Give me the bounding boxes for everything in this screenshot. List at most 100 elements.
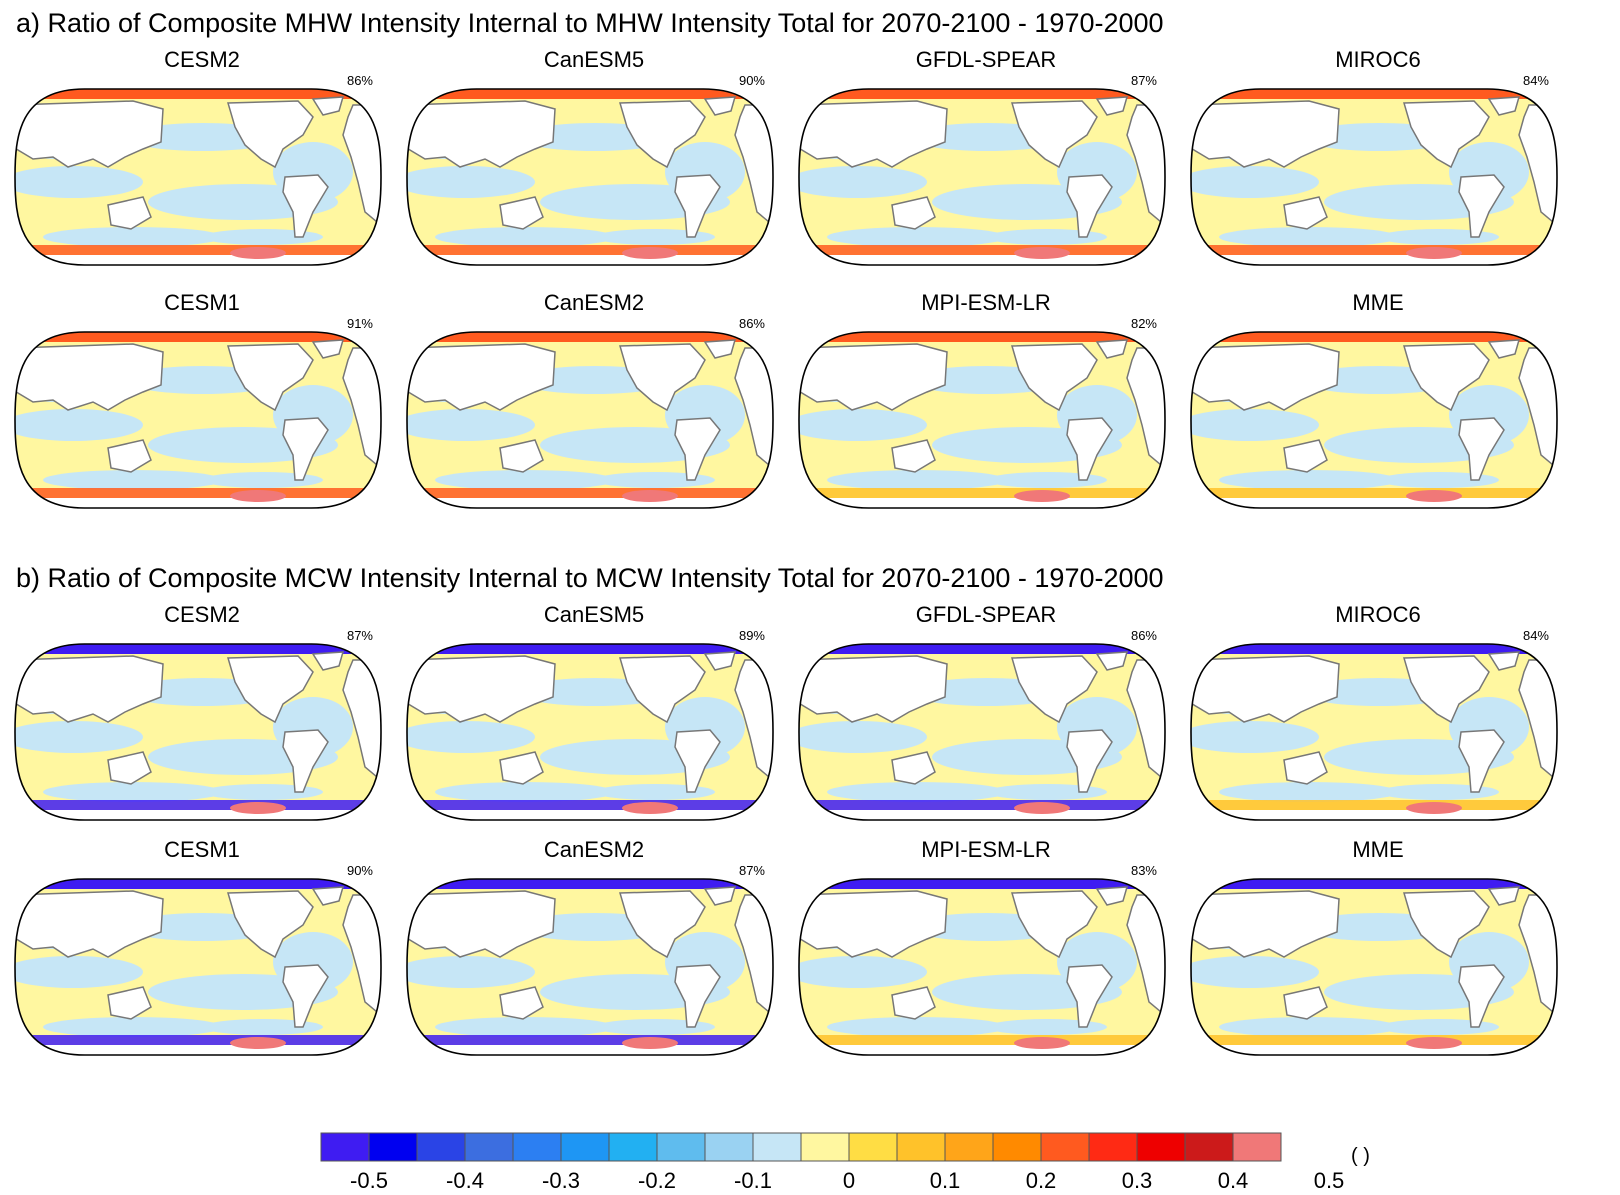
continent-australia: [499, 196, 544, 230]
continent-europe-africa: [342, 894, 381, 1019]
ocean-anomaly-patch: [595, 1019, 715, 1035]
ocean-anomaly-patch: [14, 409, 143, 441]
arctic-band: [14, 879, 381, 889]
colorbar-tick-label: -0.1: [734, 1168, 772, 1193]
arctic-band: [406, 332, 773, 342]
continent-north-america: [1403, 343, 1490, 412]
colorbar-swatch: [512, 1132, 562, 1162]
ice-shelf-anomaly: [622, 490, 678, 502]
southern-ocean-band: [406, 488, 773, 498]
map-border: [1190, 878, 1558, 1056]
ocean-anomaly-patch: [798, 166, 927, 198]
continent-europe-africa: [342, 347, 381, 472]
continent-australia: [1283, 196, 1328, 230]
ocean-anomaly-patch: [827, 470, 1007, 490]
continent-south-america: [1066, 174, 1113, 238]
world-map: [406, 878, 774, 1056]
world-map: [798, 878, 1166, 1056]
ocean-anomaly-patch: [987, 784, 1107, 800]
continent-north-america: [619, 100, 706, 169]
colorbar-swatch: [608, 1132, 658, 1162]
continent-greenland: [1095, 886, 1129, 906]
colorbar-swatch: [1040, 1132, 1090, 1162]
world-map: [1190, 331, 1558, 509]
antarctica: [406, 498, 773, 508]
panel-model-name: CanESM2: [543, 837, 645, 862]
panel-percentage: 89%: [738, 628, 765, 643]
panel-model-name: CanESM5: [543, 47, 645, 72]
colorbar-swatch: [560, 1132, 610, 1162]
continent-greenland: [1487, 339, 1521, 359]
panel-model-name: CESM2: [164, 602, 240, 627]
continent-australia: [891, 986, 936, 1020]
antarctica: [1190, 255, 1557, 265]
ocean-anomaly-patch: [987, 229, 1107, 245]
continent-south-america: [1458, 174, 1505, 238]
map-border: [406, 331, 774, 509]
map-border: [798, 643, 1166, 821]
ice-shelf-anomaly: [1406, 247, 1462, 259]
continent-south-america: [674, 729, 721, 793]
colorbar-swatch: [464, 1132, 514, 1162]
continent-europe-africa: [1518, 659, 1557, 784]
ocean-anomaly-patch: [1219, 1017, 1399, 1037]
ocean-anomaly-patch: [827, 782, 1007, 802]
colorbar-tick-label: 0: [842, 1168, 856, 1193]
ocean-anomaly-patch: [14, 166, 143, 198]
southern-ocean-band: [406, 245, 773, 255]
map-border: [14, 88, 382, 266]
continent-greenland: [311, 651, 345, 671]
world-map: [406, 643, 774, 821]
continent-europe-africa: [1126, 659, 1165, 784]
ocean-anomaly-patch: [1190, 409, 1319, 441]
continent-europe-africa: [734, 347, 773, 472]
colorbar-swatch: [1136, 1132, 1186, 1162]
colorbar-swatch: [944, 1132, 994, 1162]
colorbar-tick-label: -0.4: [446, 1168, 484, 1193]
continent-south-america: [1458, 417, 1505, 481]
ocean-anomaly-patch: [798, 409, 927, 441]
ice-shelf-anomaly: [622, 1037, 678, 1049]
continent-australia: [1283, 986, 1328, 1020]
panel-model-name: MPI-ESM-LR: [921, 837, 1051, 862]
arctic-band: [406, 89, 773, 99]
continent-south-america: [1458, 729, 1505, 793]
arctic-band: [798, 332, 1165, 342]
colorbar-swatch: [704, 1132, 754, 1162]
arctic-band: [1190, 89, 1557, 99]
southern-ocean-band: [798, 1035, 1165, 1045]
colorbar-swatch: [752, 1132, 802, 1162]
panel-model-name: MIROC6: [1335, 47, 1421, 72]
ocean-anomaly-patch: [406, 956, 535, 988]
world-map: [798, 643, 1166, 821]
ice-shelf-anomaly: [1406, 1037, 1462, 1049]
map-panel: MIROC6 84%: [1187, 602, 1569, 827]
colorbar-swatch: [1088, 1132, 1138, 1162]
map-border: [14, 643, 382, 821]
world-map: [1190, 643, 1558, 821]
ice-shelf-anomaly: [622, 247, 678, 259]
continent-greenland: [1095, 651, 1129, 671]
map-panel: CESM1 91%: [11, 290, 393, 515]
antarctica: [406, 1045, 773, 1055]
continent-australia: [1283, 439, 1328, 473]
colorbar-tick-label: 0.2: [1025, 1168, 1057, 1193]
ice-shelf-anomaly: [1014, 1037, 1070, 1049]
continent-north-america: [1011, 343, 1098, 412]
map-border: [798, 88, 1166, 266]
panel-model-name: MIROC6: [1335, 602, 1421, 627]
arctic-band: [14, 89, 381, 99]
world-map: [798, 331, 1166, 509]
continent-south-america: [674, 964, 721, 1028]
continent-north-america: [1403, 100, 1490, 169]
continent-asia: [406, 890, 556, 958]
colorbar: [320, 1132, 1282, 1162]
continent-south-america: [282, 964, 329, 1028]
arctic-band: [1190, 879, 1557, 889]
continent-europe-africa: [1126, 347, 1165, 472]
continent-north-america: [227, 100, 314, 169]
ocean-anomaly-patch: [43, 782, 223, 802]
ocean-anomaly-patch: [827, 227, 1007, 247]
colorbar-swatch: [848, 1132, 898, 1162]
antarctica: [14, 498, 381, 508]
